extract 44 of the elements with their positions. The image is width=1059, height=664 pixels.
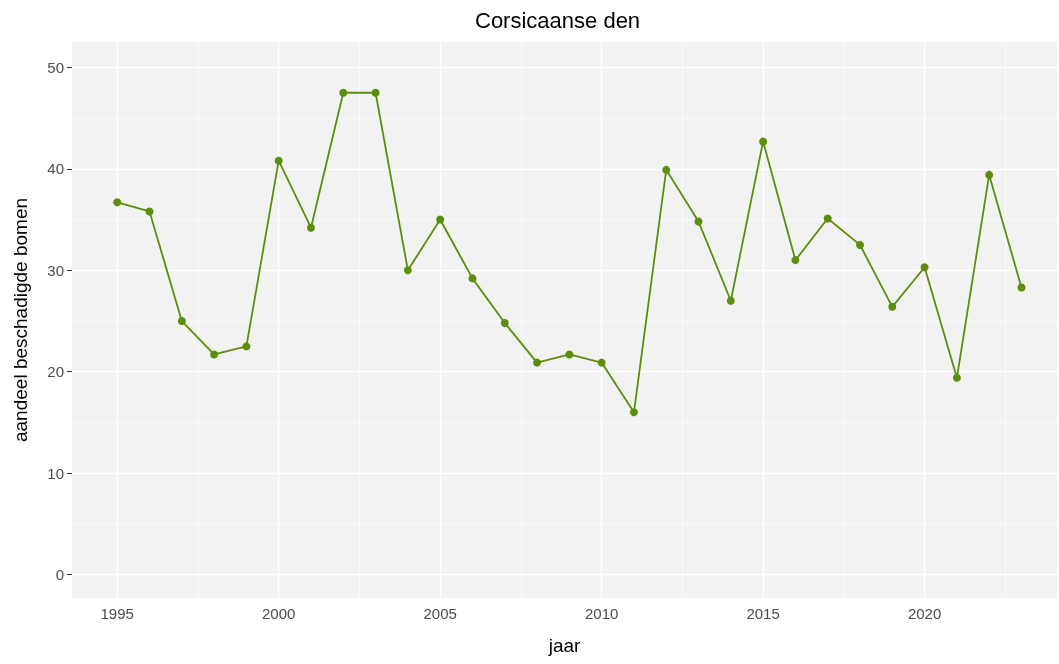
point bbox=[371, 88, 380, 97]
point bbox=[985, 170, 994, 179]
x-tick-label: 2005 bbox=[423, 605, 457, 622]
point bbox=[533, 358, 542, 367]
y-axis-title: aandeel beschadigde bomen bbox=[10, 197, 31, 443]
point bbox=[500, 319, 509, 328]
y-tick-label: 50 bbox=[47, 58, 64, 76]
point bbox=[306, 223, 315, 232]
x-tick-label: 2000 bbox=[262, 605, 296, 622]
point bbox=[694, 217, 703, 226]
chart-title: Corsicaanse den bbox=[475, 7, 641, 33]
point bbox=[726, 296, 735, 305]
y-tick-label: 40 bbox=[47, 160, 64, 178]
point bbox=[952, 373, 961, 382]
point bbox=[597, 358, 606, 367]
x-tick-label: 2010 bbox=[584, 605, 619, 622]
point bbox=[759, 137, 768, 146]
point bbox=[468, 274, 477, 283]
point bbox=[791, 256, 800, 265]
point bbox=[565, 350, 574, 359]
point bbox=[888, 302, 897, 311]
x-tick-label: 1995 bbox=[100, 605, 134, 622]
point bbox=[403, 266, 412, 275]
point bbox=[242, 342, 251, 351]
point bbox=[210, 350, 219, 359]
y-tick-label: 0 bbox=[55, 566, 64, 584]
point bbox=[436, 215, 445, 224]
point bbox=[177, 317, 186, 326]
x-axis-title: jaar bbox=[547, 635, 582, 656]
point bbox=[274, 156, 283, 165]
y-tick-label: 10 bbox=[47, 464, 64, 482]
y-tick-label: 30 bbox=[47, 261, 64, 279]
point bbox=[145, 207, 154, 216]
point bbox=[629, 408, 638, 417]
point bbox=[1017, 283, 1026, 292]
y-tick-label: 20 bbox=[47, 363, 64, 381]
x-tick-label: 2020 bbox=[907, 605, 942, 622]
point bbox=[920, 263, 929, 272]
point bbox=[113, 198, 122, 207]
point bbox=[662, 165, 671, 174]
point bbox=[823, 214, 832, 223]
x-tick-label: 2015 bbox=[746, 605, 780, 622]
point bbox=[856, 240, 864, 249]
point bbox=[339, 88, 348, 97]
